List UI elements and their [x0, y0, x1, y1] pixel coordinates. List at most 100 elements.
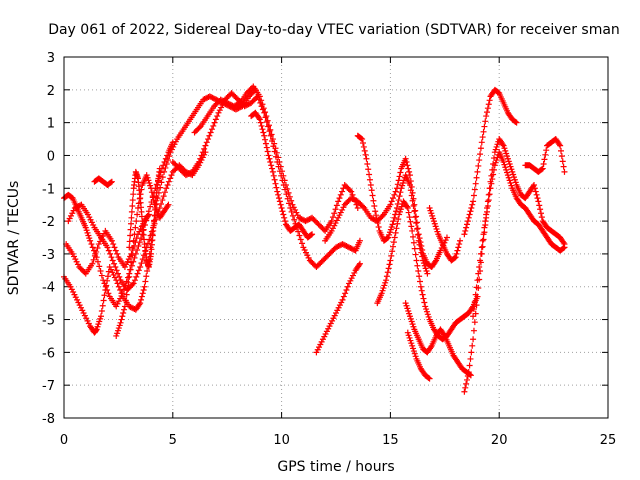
data-point	[245, 88, 252, 95]
data-point	[335, 198, 342, 205]
data-point	[208, 126, 215, 133]
data-point	[313, 264, 320, 271]
data-point	[282, 218, 289, 225]
data-point	[359, 139, 366, 146]
data-point	[275, 195, 282, 202]
data-point	[141, 283, 148, 290]
data-point	[128, 304, 135, 311]
data-point	[393, 204, 400, 211]
data-point	[220, 97, 227, 104]
data-point	[143, 273, 150, 280]
data-point	[83, 227, 90, 234]
data-point	[275, 154, 282, 161]
data-point	[78, 266, 85, 273]
data-point	[349, 195, 356, 202]
data-point	[558, 153, 565, 160]
data-point	[258, 97, 265, 104]
data-point	[473, 302, 480, 309]
data-point	[108, 179, 115, 186]
data-point	[457, 237, 464, 244]
y-tick-label: -6	[42, 346, 55, 361]
data-point	[257, 119, 264, 126]
data-point	[294, 212, 301, 219]
data-point	[395, 216, 402, 223]
data-point	[424, 270, 431, 277]
data-point	[165, 201, 172, 208]
data-point	[404, 162, 411, 169]
data-point	[114, 280, 121, 287]
data-point	[482, 218, 489, 225]
data-point	[408, 340, 415, 347]
data-point	[210, 122, 217, 129]
data-point	[277, 163, 284, 170]
data-point	[100, 297, 107, 304]
data-point	[207, 129, 214, 136]
data-point	[160, 162, 167, 169]
data-point	[384, 269, 391, 276]
data-point	[540, 160, 547, 167]
data-point	[475, 162, 482, 169]
data-point	[282, 181, 289, 188]
data-point	[293, 209, 300, 216]
data-point	[156, 165, 163, 172]
data-point	[500, 142, 507, 149]
data-point	[274, 188, 281, 195]
data-point	[363, 155, 370, 162]
data-point	[349, 272, 356, 279]
data-point	[346, 244, 353, 251]
data-point	[413, 257, 420, 264]
data-point	[213, 100, 220, 107]
data-point	[535, 198, 542, 205]
data-point	[356, 260, 363, 267]
data-point	[541, 156, 548, 163]
data-point	[126, 238, 133, 245]
x-tick-label: 10	[273, 433, 290, 448]
data-point	[98, 308, 105, 315]
data-point	[478, 244, 485, 251]
data-point	[108, 254, 115, 261]
data-point	[277, 201, 284, 208]
data-point	[81, 269, 88, 276]
data-point	[267, 159, 274, 166]
data-point	[493, 143, 500, 150]
data-point	[504, 153, 511, 160]
data-point	[144, 174, 151, 181]
data-point	[150, 227, 157, 234]
data-point	[128, 252, 135, 259]
data-point	[215, 109, 222, 116]
data-point	[408, 223, 415, 230]
data-point	[369, 192, 376, 199]
data-point	[260, 105, 267, 112]
data-point	[480, 236, 487, 243]
data-point	[309, 260, 316, 267]
data-point	[104, 287, 111, 294]
data-point	[119, 290, 126, 297]
data-point	[104, 244, 111, 251]
data-point	[318, 338, 325, 345]
data-point	[416, 278, 423, 285]
data-point	[73, 204, 80, 211]
data-point	[321, 256, 328, 263]
data-point	[205, 136, 212, 143]
data-point	[396, 211, 403, 218]
data-point	[69, 210, 76, 217]
data-point	[343, 183, 350, 190]
data-point	[392, 229, 399, 236]
data-point	[83, 315, 90, 322]
data-point	[396, 193, 403, 200]
data-point	[262, 140, 269, 147]
data-point	[415, 231, 422, 238]
data-point	[472, 291, 479, 298]
data-point	[489, 166, 496, 173]
data-point	[111, 244, 118, 251]
data-point	[469, 342, 476, 349]
data-point	[396, 208, 403, 215]
data-point	[369, 215, 376, 222]
series-track-09	[191, 83, 361, 234]
data-point	[77, 304, 84, 311]
data-point	[415, 267, 422, 274]
data-point	[129, 245, 136, 252]
data-point	[95, 241, 102, 248]
data-point	[431, 220, 438, 227]
data-point	[376, 215, 383, 222]
